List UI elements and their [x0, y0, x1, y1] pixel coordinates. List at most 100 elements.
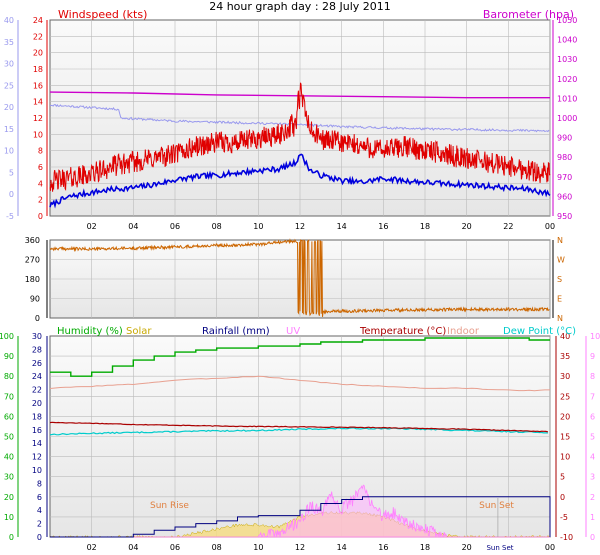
humidity-line — [50, 337, 550, 377]
sunset-tick-label: Sun Set — [486, 544, 513, 552]
barometer-tick-label: 1020 — [557, 75, 577, 84]
direction-compass-tick-label: N — [557, 236, 563, 245]
direction-degrees-tick-label: 180 — [25, 275, 40, 284]
temperature-tick-label: -10 — [560, 533, 573, 542]
gust-tick-label: 5 — [9, 168, 14, 177]
rainfall-tick-label: 14 — [32, 439, 42, 448]
gust-tick-label: 15 — [4, 125, 14, 134]
hour-tick-label: 06 — [170, 222, 180, 231]
windspeed-tick-label: 22 — [33, 32, 43, 41]
rainfall-tick-label: 20 — [32, 399, 42, 408]
uv-tick-label: 9 — [590, 352, 595, 361]
gust-line — [50, 103, 550, 133]
hour-tick-label: 14 — [337, 543, 347, 552]
hour-tick-label: 00 — [545, 543, 555, 552]
uv-tick-label: 2 — [590, 493, 595, 502]
windspeed-tick-label: 4 — [38, 179, 43, 188]
windspeed-tick-label: 6 — [38, 163, 43, 172]
hour-tick-label: 06 — [170, 543, 180, 552]
hour-tick-label: 22 — [503, 222, 513, 231]
temperature-line — [49, 421, 549, 433]
graph-title: 24 hour graph day : 28 July 2011 — [209, 0, 391, 13]
direction-compass-tick-label: S — [557, 275, 562, 284]
barometer-tick-label: 950 — [557, 212, 572, 221]
barometer-tick-label: 970 — [557, 173, 572, 182]
gust-tick-label: 10 — [4, 147, 14, 156]
sunset-annotation: Sun Set — [479, 501, 514, 511]
gust-tick-label: 35 — [4, 38, 14, 47]
windspeed-tick-label: 20 — [33, 49, 43, 58]
dew-point-line — [49, 427, 548, 436]
hour-tick-label: 08 — [212, 543, 222, 552]
rainfall-line — [50, 496, 551, 538]
humidity-tick-label: 20 — [4, 493, 14, 502]
gust-tick-label: 25 — [4, 81, 14, 90]
hour-tick-label: 04 — [128, 222, 138, 231]
barometer-tick-label: 960 — [557, 192, 572, 201]
gust-tick-label: 20 — [4, 103, 14, 112]
rainfall-tick-label: 30 — [32, 332, 42, 341]
barometer-tick-label: 980 — [557, 153, 572, 162]
gust-tick-label: 30 — [4, 60, 14, 69]
barometer-tick-label: 1000 — [557, 114, 577, 123]
indoor-line — [49, 375, 550, 392]
direction-compass-tick-label: N — [557, 314, 563, 323]
temperature-tick-label: 15 — [560, 433, 570, 442]
uv-tick-label: 6 — [590, 412, 595, 421]
humidity-tick-label: 60 — [4, 412, 14, 421]
uv-tick-label: 10 — [590, 332, 600, 341]
uv-legend: UV — [286, 326, 300, 337]
humidity-tick-label: 0 — [9, 533, 14, 542]
uv-tick-label: 3 — [590, 473, 595, 482]
barometer-axis-title: Barometer (hpa) — [483, 8, 574, 21]
barometer-tick-label: 990 — [557, 134, 572, 143]
rainfall-tick-label: 2 — [37, 520, 42, 529]
hour-tick-label: 02 — [87, 222, 97, 231]
rainfall-tick-label: 16 — [32, 426, 42, 435]
temperature-tick-label: 30 — [560, 372, 570, 381]
windspeed-tick-label: 16 — [33, 81, 43, 90]
uv-tick-label: 0 — [590, 533, 595, 542]
solar-legend: Solar — [126, 326, 152, 337]
rainfall-tick-label: 8 — [37, 479, 42, 488]
humidity-tick-label: 70 — [4, 392, 14, 401]
windspeed-tick-label: 8 — [38, 147, 43, 156]
rainfall-tick-label: 24 — [32, 372, 42, 381]
uv-tick-label: 4 — [590, 453, 595, 462]
sunrise-annotation: Sun Rise — [150, 501, 189, 511]
humidity-tick-label: 100 — [0, 332, 14, 341]
barometer-tick-label: 1030 — [557, 55, 577, 64]
hour-tick-label: 12 — [295, 222, 305, 231]
gust-tick-label: 40 — [4, 16, 14, 25]
hour-tick-label: 02 — [87, 543, 97, 552]
barometer-tick-label: 1010 — [557, 94, 577, 103]
hour-tick-label: 16 — [378, 222, 388, 231]
rainfall-tick-label: 10 — [32, 466, 42, 475]
humidity-tick-label: 40 — [4, 453, 14, 462]
direction-degrees-tick-label: 90 — [30, 295, 40, 304]
rainfall-tick-label: 6 — [37, 493, 42, 502]
uv-tick-label: 5 — [590, 433, 595, 442]
hour-tick-label: 10 — [253, 543, 263, 552]
windspeed-tick-label: 0 — [38, 212, 43, 221]
rainfall-tick-label: 26 — [32, 359, 42, 368]
temperature-tick-label: 20 — [560, 412, 570, 421]
direction-compass-tick-label: W — [557, 256, 565, 265]
rainfall-tick-label: 22 — [32, 386, 42, 395]
rainfall-tick-label: 12 — [32, 453, 42, 462]
indoor-legend: Indoor — [447, 326, 480, 337]
uv-tick-label: 1 — [590, 513, 595, 522]
uv-tick-label: 7 — [590, 392, 595, 401]
hour-tick-label: 20 — [462, 543, 472, 552]
windspeed-line — [49, 82, 551, 192]
hour-tick-label: 12 — [295, 543, 305, 552]
humidity-tick-label: 90 — [4, 352, 14, 361]
humidity-tick-label: 50 — [4, 433, 14, 442]
temperature-tick-label: 10 — [560, 453, 570, 462]
rainfall-tick-label: 28 — [32, 345, 42, 354]
hour-tick-label: 04 — [128, 543, 138, 552]
humidity-tick-label: 30 — [4, 473, 14, 482]
gust-tick-label: -5 — [6, 212, 14, 221]
barometer-tick-label: 1050 — [557, 16, 577, 25]
